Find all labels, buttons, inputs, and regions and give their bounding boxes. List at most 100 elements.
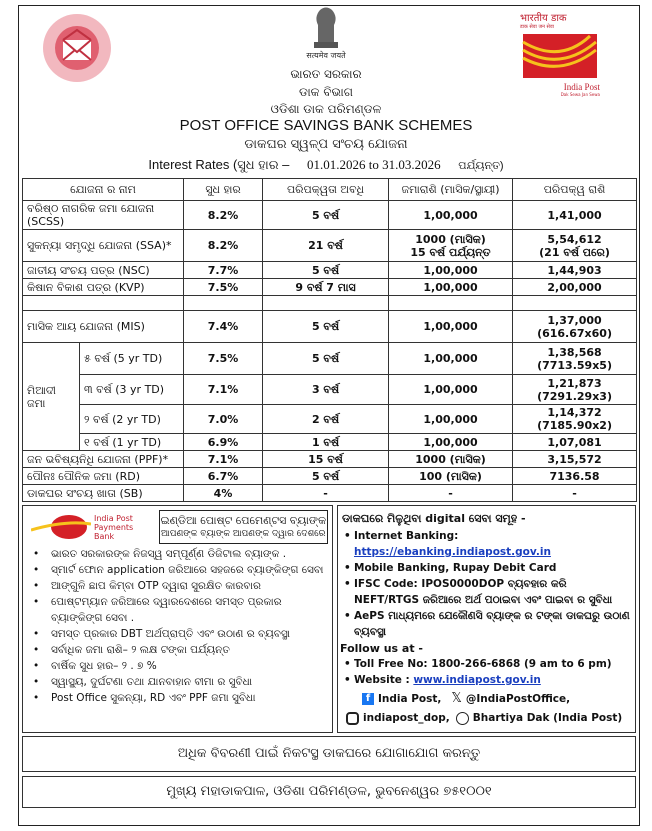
maturity-line: 1,21,873 <box>547 376 602 390</box>
contact-banner: ଅଧିକ ବିବରଣୀ ପାଇଁ ନିକଟସ୍ଥ ଡାକଘରେ ଯୋଗାଯୋଗ … <box>22 736 636 772</box>
interest-rate: 7.1% <box>183 374 264 405</box>
maturity-period: 9 ବର୍ଷ 7 ମାସ <box>262 278 390 296</box>
ippb-point: Post Office ସୁକନ୍ୟା, RD ଏବଂ PPF ଜମା ସୁବି… <box>23 690 332 706</box>
deposit-amount: 1,00,000 <box>388 261 514 279</box>
deposit-line: 1,00,000 <box>423 383 478 396</box>
scheme-name: ଜାତୀୟ ସଂଚୟ ପତ୍ର (NSC) <box>21 261 185 279</box>
maturity-amount: - <box>512 484 638 502</box>
maturity-amount <box>512 295 638 311</box>
interest-rate: 7.0% <box>183 404 264 434</box>
india-post-logo: भारतीय डाक डाक सेवा जन सेवा India Post D… <box>520 13 600 97</box>
maturity-line: (7185.90x2) <box>537 419 612 432</box>
interest-rate: 7.1% <box>183 450 264 468</box>
table-row: ଡାକଘର ସଂଚୟ ଖାତା (SB) 4% - - - <box>21 484 638 502</box>
toll-free: Toll Free No: 1800-266-6868 (9 am to 6 p… <box>338 656 635 672</box>
interest-rate <box>183 295 264 311</box>
ippb-section: India Post Payments Bank ଇଣ୍ଡିଆ ପୋଷ୍ଟ ପେ… <box>22 505 333 733</box>
maturity-amount: 1,07,081 <box>512 433 638 451</box>
govt-india: ଭାରତ ସରକାର <box>290 67 362 81</box>
instagram-handle[interactable]: indiapost_dop, <box>346 710 450 726</box>
scheme-name: ମାସିକ ଆୟ ଯୋଜନା (MIS) <box>21 310 185 343</box>
website-link[interactable]: www.indiapost.gov.in <box>413 674 541 686</box>
ippb-title: ଇଣ୍ଡିଆ ପୋଷ୍ଟ ପେମେଣ୍ଟସ ବ୍ୟାଙ୍କ <box>160 514 327 527</box>
scheme-name: ୧ ବର୍ଷ (1 yr TD) <box>78 433 185 451</box>
interest-rate: 7.5% <box>183 278 264 296</box>
dept-post: ଡାକ ବିଭାଗ <box>299 85 353 99</box>
table-row: ସୁକନ୍ୟା ସମୃଦ୍ଧି ଯୋଜନା (SSA)* 8.2% 21 ବର୍ଷ 1… <box>21 229 638 262</box>
facebook-icon: f <box>362 693 374 705</box>
maturity-line: 2,00,000 <box>547 280 602 294</box>
maturity-period <box>262 295 390 311</box>
aeps: AePS ମାଧ୍ୟମରେ ଯେକୌଣସି ବ୍ୟାଙ୍କ ର ଟଙ୍କା ଡା… <box>338 608 635 640</box>
table-row: ୩ ବର୍ଷ (3 yr TD) 7.1% 3 ବର୍ଷ 1,00,000 1,21,8… <box>23 374 638 405</box>
maturity-line: (7713.59x5) <box>537 358 612 372</box>
emblem-icon <box>314 7 338 48</box>
scheme-name: ୩ ବର୍ଷ (3 yr TD) <box>78 374 185 405</box>
ippb-logo-text: India Post Payments Bank <box>94 513 134 541</box>
interest-rate: 8.2% <box>183 200 264 230</box>
maturity-period: 5 ବର୍ଷ <box>262 261 390 279</box>
column-header: ଜମାରାଶି (ମାସିକ/ସ୍ଥାୟୀ) <box>388 178 514 201</box>
maturity-amount: 1,37,000 (616.67x60) <box>512 310 638 343</box>
interest-rate: 7.7% <box>183 261 264 279</box>
maturity-amount: 1,21,873 (7291.29x3) <box>512 374 638 405</box>
maturity-period: 3 ବର୍ଷ <box>262 374 390 405</box>
whatsapp-icon <box>455 711 469 725</box>
deposit-amount: 1,00,000 <box>388 310 514 343</box>
interest-rates-table: ଯୋଜନା ର ନାମ ସୁଧ ହାର ପରିପକ୍ୱତା ଅବଧି ଜମାରାଶି … <box>21 178 638 502</box>
deposit-line: 1,00,000 <box>423 352 478 365</box>
maturity-amount: 1,44,903 <box>512 261 638 279</box>
deposit-amount: 1,00,000 <box>388 342 514 375</box>
deposit-line: 15 ବର୍ଷ ପର୍ଯ୍ୟନ୍ତ <box>410 245 491 259</box>
posb-logo <box>43 14 111 82</box>
digital-title: ଡାକଘରେ ମିଳୁଥିବା digital ସେବା ସମୂହ - <box>342 512 526 525</box>
table-row: ପୌନଃ ପୌନିକ ଜମା (RD) 6.7% 5 ବର୍ଷ 100 (ମାସିକ)… <box>21 467 638 485</box>
ebanking-link[interactable]: https://ebanking.indiapost.gov.in <box>354 546 551 558</box>
deposit-amount <box>388 295 514 311</box>
deposit-line: - <box>448 486 453 500</box>
ifsc-code: IFSC Code: IPOS0000DOP ବ୍ୟବହାର କରି NEFT/… <box>338 576 635 608</box>
interest-rate: 7.4% <box>183 310 264 343</box>
scheme-name: ସୁକନ୍ୟା ସମୃଦ୍ଧି ଯୋଜନା (SSA)* <box>21 229 185 262</box>
table-row: ଜନ ଭବିଷ୍ୟନିଧି ଯୋଜନା (PPF)* 7.1% 15 ବର୍ଷ 100… <box>21 450 638 468</box>
maturity-line: (7291.29x3) <box>537 389 612 403</box>
scheme-name <box>21 295 185 311</box>
x-handle[interactable]: 𝕏 @IndiaPostOffice, <box>451 691 571 706</box>
maturity-line: 5,54,612 <box>547 232 602 246</box>
page-title: POST OFFICE SAVINGS BANK SCHEMES <box>179 117 473 134</box>
maturity-line: 1,38,568 <box>547 345 602 359</box>
maturity-period: 5 ବର୍ଷ <box>262 200 390 230</box>
maturity-period: 2 ବର୍ଷ <box>262 404 390 434</box>
table-row: ୧ ବର୍ଷ (1 yr TD) 6.9% 1 ବର୍ଷ 1,00,000 1,07,0… <box>23 433 638 451</box>
interest-rate: 6.9% <box>183 433 264 451</box>
maturity-line: 7136.58 <box>549 469 600 483</box>
ippb-points: ଭାରତ ସରକାରଙ୍କ ନିଜସ୍ୱ ସମ୍ପୂର୍ଣ୍ଣ ଡିଜିଟାଲ … <box>23 546 332 706</box>
table-row: କିଷାନ ବିକାଶ ପତ୍ର (KVP) 7.5% 9 ବର୍ଷ 7 ମାସ 1,… <box>21 278 638 296</box>
interest-rate: 7.5% <box>183 342 264 375</box>
deposit-line: 1,00,000 <box>423 263 478 277</box>
x-icon: 𝕏 <box>451 691 462 706</box>
maturity-line: (616.67x60) <box>537 326 612 340</box>
ippb-point: ପୋଷ୍ଟମ୍ୟାନ ଜରିଆରେ ଦ୍ୱାରଦେଶରେ ସମସ୍ତ ପ୍ରକା… <box>23 594 332 626</box>
deposit-amount: 1000 (ମାସିକ) <box>388 450 514 468</box>
deposit-line: 1,00,000 <box>423 412 478 426</box>
address-banner: ମୁଖ୍ୟ ମହାଡାକପାଳ, ଓଡିଶା ପରିମଣ୍ଡଳ, ଭୁବନେଶ୍… <box>22 776 636 808</box>
deposit-line: 1000 (ମାସିକ) <box>415 452 486 466</box>
whatsapp-handle[interactable]: Bhartiya Dak (India Post) <box>455 710 622 726</box>
maturity-amount: 7136.58 <box>512 467 638 485</box>
facebook-handle[interactable]: f India Post, <box>362 691 441 707</box>
deposit-amount: 1,00,000 <box>388 433 514 451</box>
table-row: ମାସିକ ଆୟ ଯୋଜନା (MIS) 7.4% 5 ବର୍ଷ 1,00,000 1,… <box>21 310 638 343</box>
scheme-name: ୫ ବର୍ଷ (5 yr TD) <box>78 342 185 375</box>
ippb-point: ଭାରତ ସରକାରଙ୍କ ନିଜସ୍ୱ ସମ୍ପୂର୍ଣ୍ଣ ଡିଜିଟାଲ … <box>23 546 332 562</box>
deposit-line: 1,00,000 <box>423 435 478 449</box>
maturity-line: - <box>572 486 577 500</box>
rates-label: Interest Rates (ସୁଧ ହାର – <box>148 157 290 172</box>
ippb-logo-mark <box>31 515 91 539</box>
period-dates: 01.01.2026 to 31.03.2026 <box>307 157 441 172</box>
scheme-name: ଡାକଘର ସଂଚୟ ଖାତା (SB) <box>21 484 185 502</box>
scheme-name: ଜନ ଭବିଷ୍ୟନିଧି ଯୋଜନା (PPF)* <box>21 450 185 468</box>
maturity-line: 1,07,081 <box>547 435 602 449</box>
ippb-subtitle: ଆପଣଙ୍କ ବ୍ୟାଙ୍କ ଆପଣଙ୍କ ଦ୍ୱାର ଦେଶରେ <box>161 529 326 539</box>
maturity-line: 1,37,000 <box>547 313 602 327</box>
